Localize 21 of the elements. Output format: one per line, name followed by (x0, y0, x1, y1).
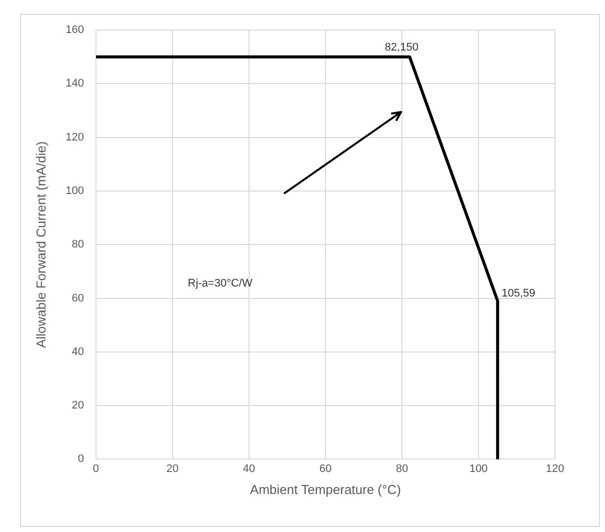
annotation: Rj-a=30°C/W (188, 277, 253, 290)
y-tick-label: 100 (66, 184, 84, 197)
x-axis-title: Ambient Temperature (°C) (250, 482, 401, 497)
x-tick-label: 40 (242, 462, 256, 475)
x-tick-label: 60 (319, 462, 332, 475)
y-tick-label: 20 (72, 400, 84, 412)
x-tick-label: 0 (92, 462, 100, 475)
y-tick-label: 60 (72, 292, 84, 304)
y-axis-title: Allowable Forward Current (mA/die) (33, 141, 48, 348)
x-tick-label: 80 (396, 462, 408, 475)
y-tick-label: 0 (78, 453, 84, 466)
x-tick-label: 100 (469, 462, 488, 475)
x-tick-label: 120 (546, 462, 564, 475)
annotation: 82,150 (384, 41, 418, 54)
y-tick-label: 140 (66, 78, 84, 90)
annotation: 105,59 (502, 287, 536, 300)
x-tick-label: 20 (166, 462, 179, 475)
y-tick-label: 160 (66, 24, 84, 36)
y-tick-label: 120 (66, 131, 84, 144)
y-tick-label: 80 (72, 238, 84, 251)
y-tick-label: 40 (72, 346, 84, 358)
